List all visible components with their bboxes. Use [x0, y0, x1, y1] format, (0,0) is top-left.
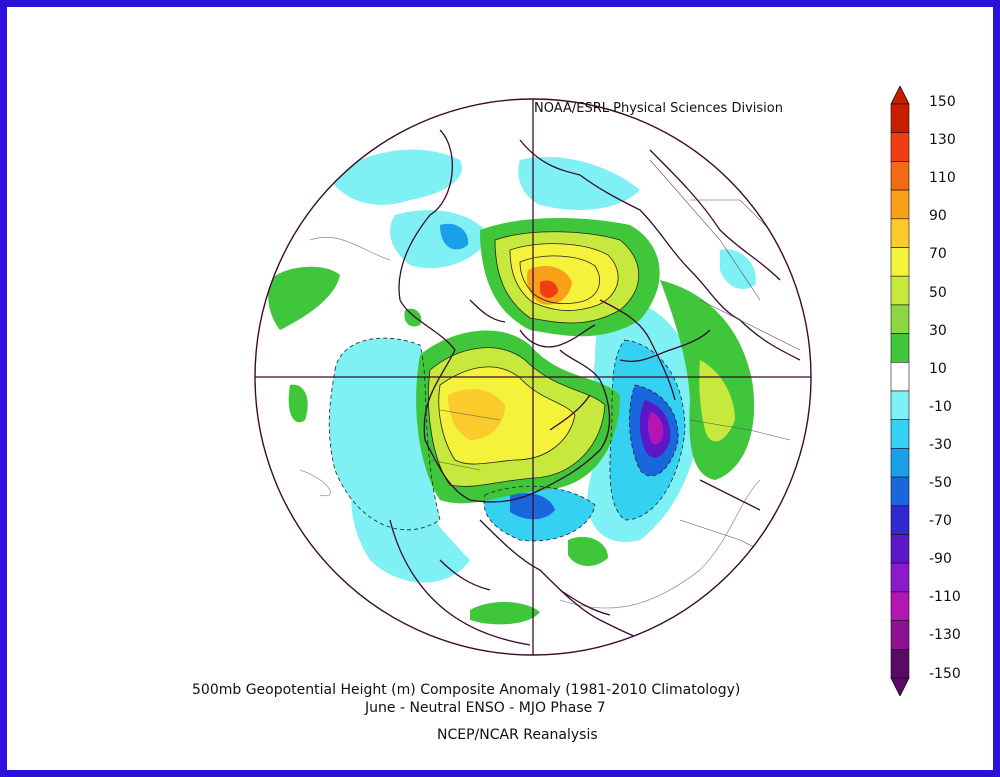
- pos-anomaly-small: [404, 308, 422, 327]
- neg-anomaly-east-core3: [647, 412, 664, 445]
- colorbar-swatch: [890, 591, 910, 621]
- colorbar-swatch: [890, 218, 910, 248]
- colorbar-swatch: [890, 247, 910, 277]
- neg-anomaly-sw: [351, 460, 470, 583]
- neg-anomaly-nw-core: [440, 223, 469, 250]
- colorbar-label: -150: [929, 665, 961, 682]
- colorbar-label: -30: [929, 436, 952, 453]
- colorbar-label: 110: [929, 170, 956, 187]
- colorbar-label: -90: [929, 551, 952, 568]
- colorbar-swatch: [890, 505, 910, 535]
- contour-lines: [299, 231, 761, 609]
- colorbar-swatch: [890, 161, 910, 191]
- credit-label: NOAA/ESRL Physical Sciences Division: [534, 101, 783, 116]
- pos-anomaly-west: [268, 266, 340, 330]
- colorbar-label: -110: [929, 589, 961, 606]
- colorbar-label: 130: [929, 132, 956, 149]
- colorbar-swatch: [890, 476, 910, 507]
- title-line-1: 500mb Geopotential Height (m) Composite …: [192, 682, 741, 698]
- pos-anomaly-pacific-d: [448, 389, 505, 440]
- map-boundary: [254, 98, 812, 656]
- coastlines: [389, 129, 801, 646]
- colorbar-swatch: [890, 390, 910, 421]
- colorbar-swatch: [890, 132, 910, 162]
- pos-anomaly-asia-b: [699, 360, 735, 442]
- colorbar-swatch: [890, 419, 910, 449]
- colorbar-label: 150: [929, 94, 956, 110]
- pos-anomaly-canada-arctic-e: [540, 280, 558, 298]
- colorbar-swatch: [890, 304, 910, 334]
- source-label: NCEP/NCAR Reanalysis: [437, 727, 598, 743]
- colorbar-top-arrow: [890, 86, 910, 105]
- colorbar-swatch: [890, 448, 910, 478]
- colorbar-swatch: [890, 333, 910, 363]
- colorbar-label: 50: [929, 284, 947, 301]
- colorbar-label: 30: [929, 322, 947, 339]
- neg-anomaly-far-east: [720, 249, 756, 290]
- colorbar-swatch: [890, 361, 910, 392]
- colorbar-label: 70: [929, 246, 947, 263]
- colorbar-swatch: [890, 275, 910, 306]
- colorbar-label: -130: [929, 627, 961, 644]
- pos-anomaly-south1: [470, 601, 540, 625]
- colorbar: [890, 86, 910, 696]
- pos-anomaly-south2: [568, 536, 608, 566]
- colorbar-swatch: [890, 189, 910, 220]
- colorbar-label: -50: [929, 475, 952, 491]
- neg-anomaly-canada: [390, 210, 490, 269]
- colorbar-label: 90: [929, 208, 947, 225]
- colorbar-swatch: [890, 534, 910, 564]
- colorbar-label: 10: [929, 360, 947, 377]
- neg-anomaly-northwest: [330, 149, 462, 205]
- colorbar-swatch: [890, 648, 910, 679]
- colorbar-swatch: [890, 562, 910, 593]
- colorbar-bottom-arrow: [890, 677, 910, 696]
- title-line-2: June - Neutral ENSO - MJO Phase 7: [365, 700, 606, 716]
- colorbar-label: -70: [929, 513, 952, 530]
- colorbar-swatch: [890, 620, 910, 650]
- neg-anomaly-north: [518, 156, 640, 210]
- pos-anomaly-west2: [288, 384, 308, 423]
- colorbar-swatch: [890, 103, 910, 134]
- colorbar-label: -10: [929, 398, 952, 415]
